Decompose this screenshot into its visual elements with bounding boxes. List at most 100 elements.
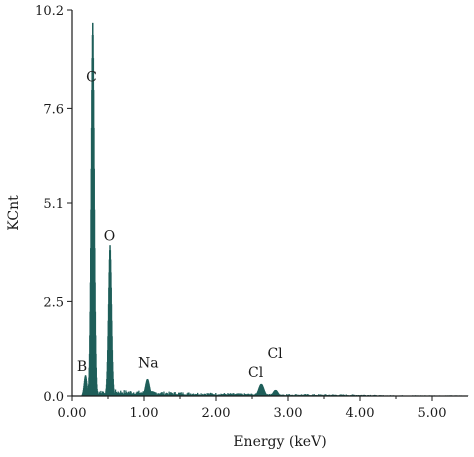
continuum-bar xyxy=(320,394,322,396)
continuum-bar xyxy=(235,393,238,396)
continuum-bar xyxy=(233,393,235,396)
continuum-bar xyxy=(126,392,128,396)
continuum-bar xyxy=(179,392,182,396)
continuum-bar xyxy=(182,392,184,396)
continuum-bar xyxy=(120,392,123,396)
continuum-bar xyxy=(269,394,271,396)
continuum-bar xyxy=(351,394,353,396)
continuum-bar xyxy=(227,393,229,396)
continuum-bar xyxy=(247,393,249,396)
continuum-bar xyxy=(130,391,132,396)
continuum-bar xyxy=(228,394,231,396)
continuum-bar xyxy=(241,394,244,396)
continuum-bar xyxy=(99,392,101,396)
continuum-bar xyxy=(180,392,182,396)
continuum-bar xyxy=(138,390,140,396)
continuum-bar xyxy=(229,393,232,396)
continuum-bar xyxy=(300,394,302,396)
continuum-bar xyxy=(167,394,169,396)
continuum-bar xyxy=(171,393,174,396)
continuum-bar xyxy=(206,393,208,396)
continuum-bar xyxy=(238,394,240,396)
y-tick-label: 5.1 xyxy=(43,197,64,212)
continuum-bar xyxy=(131,393,133,396)
continuum-bar xyxy=(187,392,189,396)
continuum-bar xyxy=(208,393,210,396)
continuum-bar xyxy=(117,391,119,396)
continuum-bar xyxy=(191,394,194,396)
continuum-bar xyxy=(303,394,305,396)
continuum-bar xyxy=(139,392,142,396)
continuum-bar xyxy=(188,392,190,396)
continuum-bar xyxy=(127,393,129,396)
continuum-bar xyxy=(237,393,239,396)
continuum-bar xyxy=(307,394,309,396)
continuum-bar xyxy=(244,394,246,396)
peak-label-c: C xyxy=(86,70,97,86)
continuum-bar xyxy=(212,394,214,396)
continuum-bar xyxy=(124,393,126,396)
continuum-bar xyxy=(345,394,347,396)
continuum-bar xyxy=(322,394,324,396)
continuum-bar xyxy=(100,390,102,396)
continuum-bar xyxy=(170,391,172,396)
continuum-bar xyxy=(248,394,251,396)
continuum-bar xyxy=(236,393,239,396)
continuum-bar xyxy=(235,394,237,396)
x-tick-label: 4.00 xyxy=(346,406,375,421)
continuum-bar xyxy=(203,394,205,396)
continuum-bar xyxy=(319,394,321,396)
continuum-bar xyxy=(224,393,226,396)
continuum-bar xyxy=(231,394,233,396)
continuum-bar xyxy=(324,394,327,396)
continuum-bar xyxy=(137,391,139,396)
continuum-bar xyxy=(194,393,196,396)
continuum-bar xyxy=(102,391,105,396)
continuum-bar xyxy=(266,394,269,396)
x-tick-label: 3.00 xyxy=(274,406,303,421)
continuum-bar xyxy=(216,394,219,396)
peak-bar-c xyxy=(96,388,98,396)
continuum-bar xyxy=(288,394,290,396)
continuum-bar xyxy=(230,393,232,396)
continuum-bar xyxy=(251,393,253,396)
continuum-bar xyxy=(220,393,222,396)
continuum-bar xyxy=(190,394,193,396)
continuum-bar xyxy=(162,393,164,396)
continuum-bar xyxy=(192,393,194,396)
continuum-bar xyxy=(312,394,315,396)
continuum-bar xyxy=(247,393,250,396)
continuum-bar xyxy=(178,392,181,396)
continuum-bar xyxy=(115,391,118,396)
continuum-bar xyxy=(153,391,156,396)
continuum-bar xyxy=(165,392,168,396)
continuum-bar xyxy=(318,394,321,396)
continuum-bar xyxy=(232,393,234,396)
continuum-bar xyxy=(140,392,143,396)
continuum-bar xyxy=(184,394,186,396)
continuum-bar xyxy=(211,393,213,396)
continuum-bar xyxy=(215,393,217,396)
continuum-bar xyxy=(226,394,228,396)
continuum-bar xyxy=(207,393,209,396)
continuum-bar xyxy=(189,394,191,396)
peak-label-na: Na xyxy=(138,355,159,371)
continuum-bar xyxy=(172,394,175,396)
continuum-bar xyxy=(160,392,163,396)
continuum-bar xyxy=(193,394,195,396)
continuum-bar xyxy=(225,394,227,396)
continuum-bar xyxy=(190,393,192,396)
continuum-bar xyxy=(197,394,200,396)
continuum-bar xyxy=(294,394,296,396)
continuum-bar xyxy=(122,393,124,396)
continuum-bar xyxy=(134,393,137,396)
continuum-bar xyxy=(335,394,337,396)
continuum-bar xyxy=(222,393,225,396)
continuum-bar xyxy=(254,394,256,396)
continuum-bar xyxy=(118,392,120,396)
continuum-bar xyxy=(283,394,285,396)
peak-label-o: O xyxy=(104,229,115,245)
continuum-bar xyxy=(311,394,314,396)
continuum-bar xyxy=(340,394,342,396)
continuum-bar xyxy=(253,394,255,396)
